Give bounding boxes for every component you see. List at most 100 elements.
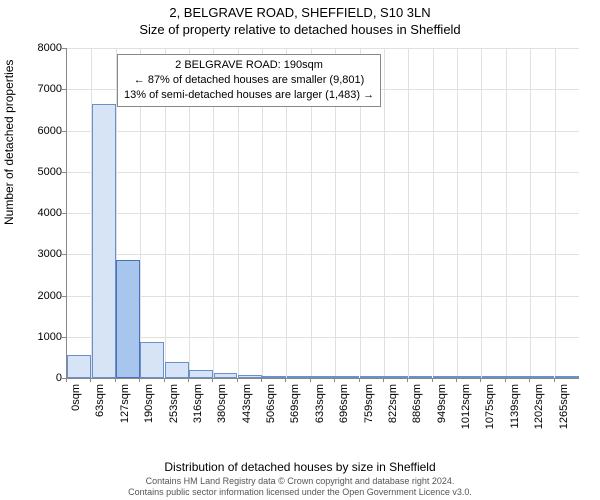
xtick-mark [529,378,530,382]
gridline-h [67,254,579,255]
y-axis-label: Number of detached properties [2,60,16,225]
bar [165,362,189,378]
ytick-mark [62,254,66,255]
xtick-label: 696sqm [338,384,350,423]
xtick-mark [237,378,238,382]
gridline-h [67,48,579,49]
xtick-mark [164,378,165,382]
xtick-label: 569sqm [289,384,301,423]
bar [335,376,359,378]
title-subtitle: Size of property relative to detached ho… [0,22,600,37]
gridline-h [67,172,579,173]
bar [116,260,140,378]
callout-box: 2 BELGRAVE ROAD: 190sqm ← 87% of detache… [117,54,381,107]
attribution-line2: Contains public sector information licen… [0,487,600,498]
xtick-label: 443sqm [241,384,253,423]
xtick-mark [480,378,481,382]
xtick-mark [212,378,213,382]
ytick-label: 0 [22,372,62,384]
xtick-mark [383,378,384,382]
bar [92,104,116,378]
ytick-mark [62,89,66,90]
ytick-label: 3000 [22,248,62,260]
ytick-label: 7000 [22,83,62,95]
xtick-mark [334,378,335,382]
bar [360,376,384,378]
xtick-mark [310,378,311,382]
gridline-h [67,296,579,297]
bar [482,376,506,378]
xtick-mark [188,378,189,382]
callout-line2: ← 87% of detached houses are smaller (9,… [124,73,374,88]
xtick-label: 253sqm [168,384,180,423]
xtick-label: 949sqm [436,384,448,423]
ytick-label: 2000 [22,290,62,302]
ytick-label: 1000 [22,331,62,343]
chart-container: 2, BELGRAVE ROAD, SHEFFIELD, S10 3LN Siz… [0,0,600,500]
xtick-mark [66,378,67,382]
bar [67,355,91,378]
bar [311,376,335,378]
xtick-label: 127sqm [119,384,131,423]
ytick-label: 8000 [22,42,62,54]
ytick-mark [62,213,66,214]
attribution-line1: Contains HM Land Registry data © Crown c… [0,476,600,487]
ytick-label: 6000 [22,125,62,137]
bar [409,376,433,378]
ytick-mark [62,131,66,132]
xtick-mark [554,378,555,382]
ytick-mark [62,337,66,338]
xtick-label: 1202sqm [533,384,545,429]
bar [555,376,579,378]
xtick-mark [505,378,506,382]
xtick-label: 316sqm [192,384,204,423]
xtick-label: 63sqm [94,384,106,417]
xtick-mark [261,378,262,382]
x-axis-label: Distribution of detached houses by size … [0,460,600,474]
xtick-label: 1265sqm [558,384,570,429]
xtick-label: 1139sqm [509,384,521,428]
bar [214,373,238,378]
gridline-h [67,337,579,338]
xtick-mark [285,378,286,382]
ytick-mark [62,172,66,173]
bar [287,376,311,378]
xtick-label: 1012sqm [460,384,472,429]
bar [238,375,262,378]
ytick-label: 5000 [22,166,62,178]
callout-line3: 13% of semi-detached houses are larger (… [124,88,374,103]
bar [262,376,286,378]
xtick-label: 1075sqm [484,384,496,429]
xtick-mark [139,378,140,382]
ytick-mark [62,296,66,297]
xtick-mark [359,378,360,382]
xtick-mark [90,378,91,382]
bar [457,376,481,378]
ytick-label: 4000 [22,207,62,219]
bar [189,370,213,378]
title-address: 2, BELGRAVE ROAD, SHEFFIELD, S10 3LN [0,5,600,20]
bar [384,376,408,378]
xtick-label: 380sqm [216,384,228,423]
bar [530,376,554,378]
callout-line1: 2 BELGRAVE ROAD: 190sqm [124,58,374,73]
xtick-label: 759sqm [363,384,375,423]
xtick-label: 886sqm [411,384,423,423]
xtick-mark [456,378,457,382]
attribution: Contains HM Land Registry data © Crown c… [0,476,600,498]
bar [506,376,530,378]
ytick-mark [62,48,66,49]
xtick-label: 0sqm [70,384,82,411]
xtick-mark [407,378,408,382]
gridline-h [67,213,579,214]
bar [140,342,164,378]
plot-area: 2 BELGRAVE ROAD: 190sqm ← 87% of detache… [66,48,579,379]
gridline-h [67,131,579,132]
xtick-mark [432,378,433,382]
xtick-label: 506sqm [265,384,277,423]
xtick-label: 633sqm [314,384,326,423]
xtick-label: 822sqm [387,384,399,423]
bar [433,376,457,378]
xtick-mark [115,378,116,382]
xtick-label: 190sqm [143,384,155,423]
